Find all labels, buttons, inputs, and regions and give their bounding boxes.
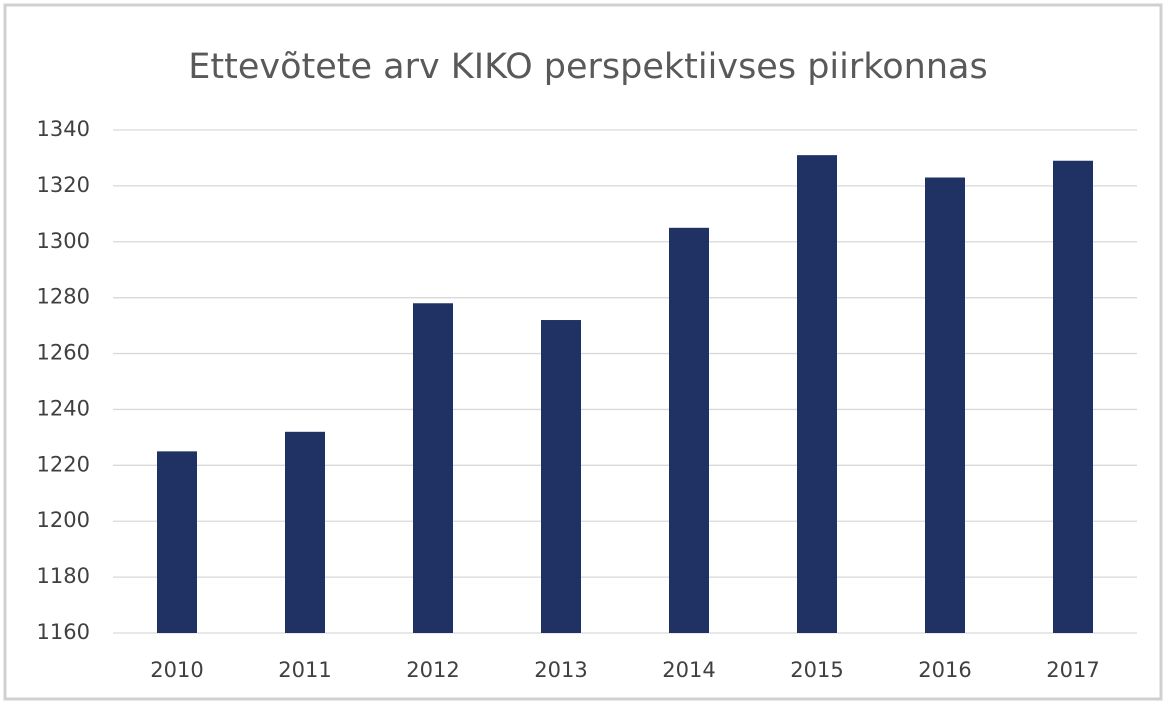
bar — [1053, 160, 1093, 633]
chart-title: Ettevõtete arv KIKO perspektiivses piirk… — [188, 47, 987, 87]
chart-frame — [3, 3, 1163, 701]
bar — [285, 431, 325, 633]
x-tick-label: 2013 — [534, 658, 587, 682]
y-tick-label: 1320 — [37, 173, 90, 197]
y-tick-label: 1160 — [37, 620, 90, 644]
x-tick-label: 2011 — [278, 658, 331, 682]
y-tick-label: 1280 — [37, 285, 90, 309]
bar — [669, 227, 709, 634]
bar — [413, 303, 453, 633]
bar — [157, 451, 197, 633]
y-tick-label: 1240 — [37, 396, 90, 420]
y-tick-label: 1180 — [37, 564, 90, 588]
bar — [925, 177, 965, 633]
bar — [541, 320, 581, 633]
x-tick-label: 2010 — [150, 658, 203, 682]
y-tick-label: 1200 — [37, 508, 90, 532]
x-tick-label: 2012 — [406, 658, 459, 682]
y-tick-label: 1260 — [37, 341, 90, 365]
y-tick-label: 1220 — [37, 452, 90, 476]
x-tick-label: 2017 — [1046, 658, 1099, 682]
bar — [797, 155, 837, 633]
x-tick-label: 2015 — [790, 658, 843, 682]
x-tick-label: 2016 — [918, 658, 971, 682]
y-tick-label: 1340 — [37, 117, 90, 141]
y-tick-label: 1300 — [37, 229, 90, 253]
x-tick-label: 2014 — [662, 658, 715, 682]
